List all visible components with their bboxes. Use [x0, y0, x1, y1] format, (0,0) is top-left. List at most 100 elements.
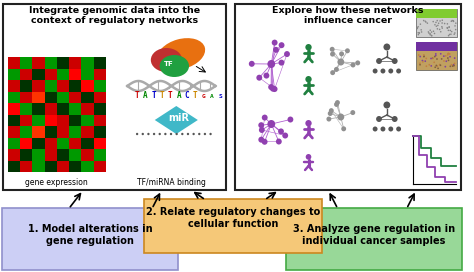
Circle shape	[436, 58, 438, 60]
Circle shape	[418, 54, 419, 56]
Circle shape	[448, 26, 450, 28]
Text: T: T	[193, 91, 198, 100]
Text: A: A	[176, 91, 181, 100]
Circle shape	[439, 29, 440, 30]
Bar	[93, 115, 106, 126]
Text: Integrate genomic data into the
context of regulatory networks: Integrate genomic data into the context …	[29, 6, 200, 25]
FancyBboxPatch shape	[286, 208, 462, 270]
Circle shape	[181, 133, 183, 135]
Circle shape	[446, 60, 447, 62]
FancyBboxPatch shape	[144, 199, 322, 253]
Circle shape	[356, 60, 360, 65]
Bar	[20, 138, 32, 149]
Circle shape	[350, 110, 355, 115]
Circle shape	[451, 20, 453, 21]
Circle shape	[428, 32, 429, 34]
Circle shape	[267, 120, 275, 128]
Circle shape	[437, 25, 438, 26]
Circle shape	[425, 21, 427, 23]
Circle shape	[268, 84, 274, 90]
Circle shape	[306, 154, 311, 160]
Text: T: T	[168, 91, 173, 100]
Circle shape	[452, 65, 454, 67]
Bar	[45, 69, 57, 80]
Circle shape	[424, 60, 426, 62]
Bar	[69, 69, 81, 80]
Circle shape	[447, 30, 449, 31]
Bar	[32, 126, 45, 138]
Circle shape	[278, 128, 284, 134]
Circle shape	[450, 33, 452, 35]
Bar	[8, 149, 20, 160]
Circle shape	[433, 30, 434, 32]
Circle shape	[376, 58, 382, 64]
Bar	[69, 138, 81, 149]
Circle shape	[418, 34, 419, 35]
Ellipse shape	[160, 55, 189, 77]
Circle shape	[454, 57, 456, 59]
Bar	[416, 9, 457, 37]
Text: Explore how these networks
influence cancer: Explore how these networks influence can…	[273, 6, 424, 25]
Circle shape	[441, 26, 443, 27]
Circle shape	[451, 20, 452, 22]
Text: TF: TF	[164, 61, 173, 67]
Bar	[8, 57, 20, 69]
Bar	[416, 42, 457, 51]
Circle shape	[444, 23, 446, 24]
Circle shape	[447, 23, 448, 25]
Bar	[32, 160, 45, 172]
Circle shape	[439, 64, 441, 66]
Circle shape	[449, 34, 450, 35]
Circle shape	[305, 76, 312, 82]
Circle shape	[425, 58, 427, 59]
Circle shape	[258, 122, 264, 128]
Bar	[20, 80, 32, 91]
Bar	[8, 115, 20, 126]
Circle shape	[447, 52, 449, 54]
Circle shape	[451, 31, 453, 32]
Circle shape	[437, 28, 438, 30]
Bar	[69, 57, 81, 69]
Bar	[57, 149, 69, 160]
Circle shape	[264, 73, 269, 79]
Bar	[93, 138, 106, 149]
Circle shape	[429, 34, 431, 35]
Bar	[81, 126, 93, 138]
Circle shape	[438, 23, 439, 24]
Circle shape	[175, 133, 178, 135]
Bar	[20, 57, 32, 69]
Circle shape	[417, 27, 418, 29]
Circle shape	[441, 58, 443, 60]
Circle shape	[439, 64, 440, 66]
Circle shape	[455, 29, 456, 30]
Circle shape	[435, 21, 437, 23]
Circle shape	[392, 58, 398, 64]
Circle shape	[423, 55, 425, 57]
Circle shape	[447, 54, 448, 56]
Circle shape	[443, 55, 445, 57]
Circle shape	[418, 32, 419, 33]
Bar	[69, 115, 81, 126]
Circle shape	[136, 133, 138, 135]
Circle shape	[441, 27, 443, 29]
Circle shape	[435, 55, 437, 56]
Circle shape	[447, 59, 449, 61]
Circle shape	[426, 65, 427, 67]
Circle shape	[164, 133, 166, 135]
Bar	[20, 91, 32, 103]
Circle shape	[158, 133, 161, 135]
Text: T: T	[135, 91, 139, 100]
Bar	[57, 160, 69, 172]
Circle shape	[341, 126, 346, 131]
Circle shape	[452, 65, 454, 66]
Bar	[57, 126, 69, 138]
Circle shape	[423, 20, 425, 21]
Bar	[416, 9, 457, 18]
FancyBboxPatch shape	[2, 208, 178, 270]
Circle shape	[447, 27, 448, 29]
Circle shape	[198, 133, 201, 135]
Circle shape	[419, 32, 420, 34]
Text: G: G	[202, 94, 206, 98]
Circle shape	[441, 19, 443, 21]
Bar	[93, 160, 106, 172]
